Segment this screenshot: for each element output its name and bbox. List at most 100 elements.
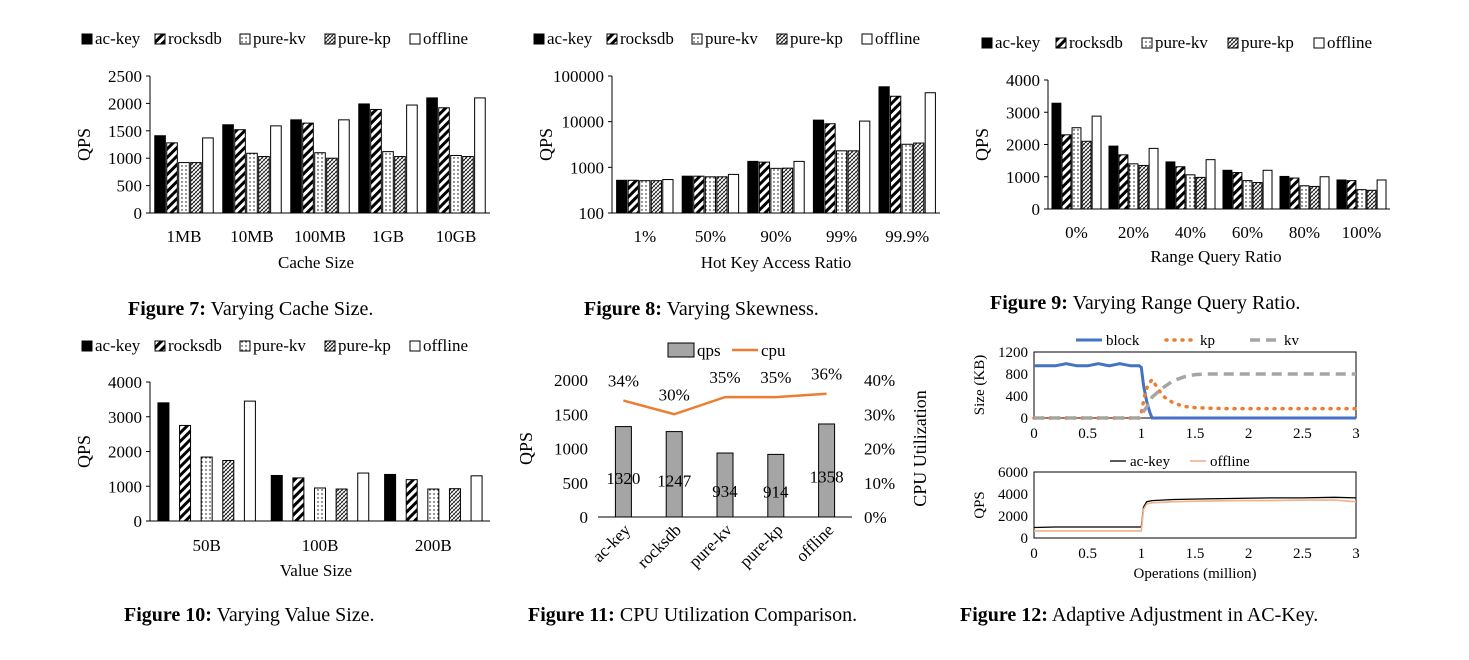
y-tick-label: 100 (579, 204, 605, 223)
y-axis-label: QPS (972, 491, 988, 519)
legend-label: pure-kv (705, 29, 758, 48)
bar-ac-key (157, 402, 170, 522)
x-tick-label: pure-kv (685, 520, 736, 571)
legend-label: ac-key (995, 33, 1041, 52)
bar-pure-kp (222, 460, 235, 522)
x-tick-label: 2 (1245, 426, 1253, 442)
x-tick-label: 100B (302, 536, 339, 555)
x-axis-label: Range Query Ratio (1150, 247, 1281, 266)
series-line-offline (1034, 499, 1357, 532)
bar-rocksdb (1289, 177, 1300, 210)
bar-offline (357, 472, 370, 522)
bar-qps (767, 453, 785, 518)
bar-pure-kv (835, 150, 848, 214)
legend-label: pure-kp (338, 29, 391, 48)
bar-pure-kp (716, 176, 728, 214)
series-line-kp (1032, 376, 1358, 420)
y-tick-label: 2000 (1006, 136, 1040, 155)
y-tick-label: 2000 (108, 94, 142, 113)
x-tick-label: 0% (1065, 223, 1088, 242)
y2-tick-label: 20% (864, 440, 895, 459)
y-tick-label: 0 (1021, 531, 1029, 547)
x-tick-label: offline (792, 520, 837, 565)
bar-offline (924, 92, 936, 214)
legend-swatch-offline (1313, 37, 1325, 49)
bar-ac-key (812, 119, 825, 214)
bar-pure-kp (258, 156, 270, 214)
y-tick-label: 1500 (554, 405, 588, 424)
bar-pure-kv (1356, 189, 1367, 210)
plot-frame (1033, 471, 1357, 539)
bar-ac-key (616, 179, 628, 214)
y-tick-label: 1200 (998, 345, 1028, 361)
legend-label: pure-kv (253, 29, 306, 48)
bar-pure-kp (913, 142, 925, 214)
x-tick-label: 1 (1138, 546, 1146, 562)
cpu-data-label: 35% (760, 368, 791, 387)
bar-offline (1205, 159, 1216, 210)
y-tick-label: 4000 (108, 373, 142, 392)
x-tick-label: pure-kp (736, 520, 787, 571)
x-axis-label: Operations (million) (1134, 566, 1257, 582)
bar-pure-kv (246, 152, 258, 214)
y-axis-label: QPS (74, 128, 94, 161)
y-tick-label: 500 (563, 474, 589, 493)
bar-rocksdb (1061, 134, 1072, 210)
y-tick-label: 4000 (998, 487, 1028, 503)
legend-swatch-rocksdb (1055, 37, 1067, 49)
y2-axis-label: CPU Utilization (910, 390, 930, 507)
bar-pure-kv (1185, 174, 1196, 210)
bar-pure-kp (462, 156, 474, 214)
bar-qps (614, 426, 632, 518)
x-tick-label: 1 (1138, 426, 1146, 442)
y-tick-label: 1000 (1006, 168, 1040, 187)
bar-pure-kv (427, 488, 440, 522)
x-tick-label: 3 (1352, 546, 1360, 562)
y2-tick-label: 10% (864, 474, 895, 493)
bar-ac-key (1336, 179, 1347, 210)
y-tick-label: 0 (1032, 200, 1041, 219)
bar-ac-key (1279, 175, 1290, 210)
x-tick-label: 0 (1030, 426, 1038, 442)
legend-swatch-rocksdb (154, 33, 166, 45)
caption-fig10: Figure 10: Varying Value Size. (124, 604, 375, 627)
bar-pure-kp (1195, 176, 1206, 210)
caption-label: Figure 10: (124, 604, 212, 626)
y-tick-label: 1000 (554, 440, 588, 459)
bar-offline (793, 160, 805, 214)
legend-label: offline (1210, 454, 1250, 470)
series-line-kv (1034, 372, 1356, 420)
legend-label: rocksdb (168, 29, 222, 48)
x-tick-label: 200B (415, 536, 452, 555)
bar-offline (1319, 176, 1330, 210)
y-tick-label: 1000 (570, 158, 604, 177)
legend-label: offline (423, 336, 468, 355)
bar-ac-key (358, 103, 370, 214)
qps-data-label: 914 (763, 483, 789, 502)
legend-swatch-rocksdb (154, 340, 166, 352)
bar-rocksdb (758, 161, 771, 214)
x-tick-label: 2 (1245, 546, 1253, 562)
bar-rocksdb (824, 123, 836, 214)
bar-offline (859, 120, 871, 214)
qps-data-label: 1358 (810, 467, 844, 486)
bar-ac-key (384, 473, 397, 522)
y-tick-label: 0 (134, 204, 143, 223)
caption-text: CPU Utilization Comparison. (614, 604, 858, 626)
bar-ac-key (1051, 102, 1062, 210)
bar-rocksdb (1175, 166, 1186, 210)
legend-swatch-pure-kv (239, 33, 251, 45)
x-tick-label: 10MB (230, 227, 273, 246)
bar-rocksdb (890, 95, 902, 214)
y-tick-label: 800 (1006, 367, 1029, 383)
y-tick-label: 2500 (108, 67, 142, 86)
x-tick-label: 50% (695, 227, 726, 246)
x-tick-label: 1.5 (1186, 546, 1205, 562)
bar-ac-key (1165, 161, 1176, 210)
y-axis-label: Size (KB) (972, 355, 988, 415)
caption-text: Varying Range Query Ratio. (1067, 292, 1301, 314)
caption-label: Figure 11: (528, 604, 615, 626)
bar-offline (270, 125, 282, 214)
qps-data-label: 1320 (606, 469, 640, 488)
bar-offline (1376, 179, 1387, 210)
